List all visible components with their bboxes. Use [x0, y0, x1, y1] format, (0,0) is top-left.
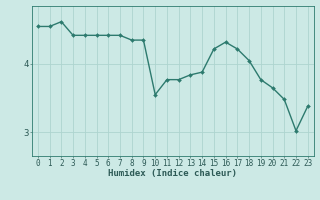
X-axis label: Humidex (Indice chaleur): Humidex (Indice chaleur)	[108, 169, 237, 178]
